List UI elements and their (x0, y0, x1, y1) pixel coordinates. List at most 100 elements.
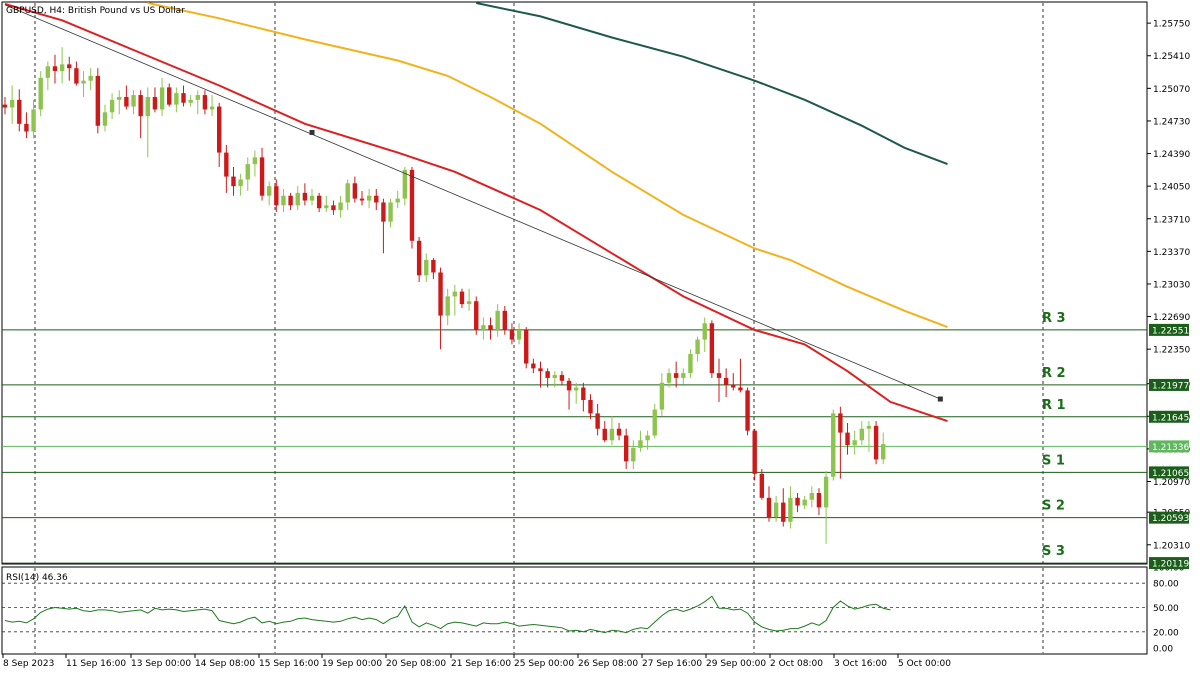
price-tick-label: 1.23370 (1153, 248, 1190, 258)
price-tick-label: 1.23710 (1153, 215, 1190, 225)
candle-body (266, 186, 272, 196)
trendline-group[interactable] (4, 4, 943, 402)
candle-body (259, 157, 265, 196)
moving-average-line (475, 2, 948, 166)
candle-body (502, 310, 507, 330)
candle-body (609, 428, 615, 441)
candle-body (345, 183, 350, 203)
candle-body (616, 428, 622, 436)
candle-body (788, 497, 793, 522)
candle-body (145, 96, 150, 117)
level-label: S 2 (1042, 499, 1065, 514)
moving-average-line (147, 2, 948, 329)
candle-body (723, 377, 729, 385)
candle-body (509, 329, 515, 340)
level-labels: R 3 R 2 R 1 S 1 S 2 S 3 (1042, 311, 1066, 559)
time-tick-label: 26 Sep 08:00 (578, 659, 638, 669)
price-tick-label: 1.22350 (1153, 346, 1190, 356)
candle-body (74, 68, 79, 84)
trendline[interactable] (4, 4, 941, 400)
candles (2, 47, 886, 544)
candle-body (581, 387, 586, 400)
candle-body (252, 157, 258, 165)
time-tick-label: 15 Sep 16:00 (259, 659, 319, 669)
support-resistance-lines (2, 329, 1147, 564)
candle-body (195, 95, 200, 100)
price-level-value: 1.21065 (1152, 469, 1189, 479)
candle-body (595, 413, 600, 429)
price-level-tag (1149, 466, 1189, 479)
candle-body (331, 205, 336, 211)
candle-body (138, 95, 143, 117)
candle-body (295, 192, 300, 206)
candle-body (202, 95, 208, 110)
candle-body (445, 296, 450, 316)
candle-body (395, 198, 400, 203)
candle-body (181, 93, 186, 103)
candle-body (274, 186, 279, 206)
price-level-tag (1149, 557, 1189, 570)
price-tick-label: 1.25750 (1153, 20, 1190, 30)
candle-body (773, 502, 779, 517)
candle-body (381, 202, 386, 222)
candle-body (695, 339, 700, 354)
candle-body (795, 497, 800, 506)
candle-body (159, 87, 165, 110)
rsi-title: RSI(14) 46.36 (6, 573, 68, 583)
candle-body (217, 106, 222, 153)
candle-body (88, 75, 93, 81)
candle-body (602, 428, 607, 441)
candle-body (174, 93, 179, 105)
time-tick-label: 19 Sep 00:00 (322, 659, 382, 669)
time-tick-label: 29 Sep 00:00 (706, 659, 766, 669)
main-pane-frame (1, 1, 1148, 565)
candle-body (673, 373, 679, 378)
candle-body (702, 323, 707, 340)
candle-body (681, 373, 686, 378)
candle-body (352, 183, 358, 199)
price-tick-label: 1.22690 (1153, 313, 1190, 323)
candle-body (588, 399, 593, 414)
candle-body (474, 301, 479, 330)
time-tick-label: 8 Sep 2023 (3, 659, 54, 669)
candle-body (388, 202, 393, 222)
candle-body (688, 353, 693, 374)
price-level-tag (1149, 511, 1189, 524)
candle-body (881, 444, 886, 460)
candle-body (623, 435, 629, 462)
candle-body (102, 112, 108, 126)
time-tick-label: 5 Oct 00:00 (898, 659, 951, 669)
rsi-tick-label: 50.00 (1153, 604, 1179, 614)
level-label: S 3 (1042, 544, 1065, 559)
chart-title: GBPUSD, H4: British Pound vs US Dollar (6, 6, 185, 16)
candle-body (152, 96, 158, 110)
trendline-anchor[interactable] (309, 129, 315, 135)
price-level-value: 1.21645 (1152, 413, 1189, 423)
price-level-value: 1.22551 (1152, 326, 1189, 336)
trendline-anchor[interactable] (937, 396, 943, 402)
candle-body (231, 176, 236, 187)
candle-body (17, 99, 22, 124)
candle-body (631, 447, 636, 462)
time-axis[interactable]: 8 Sep 2023 11 Sep 16:00 13 Sep 00:00 14 Sep… (2, 654, 951, 669)
price-axis[interactable]: 1.25750 1.25410 1.25070 1.24730 1.24390 1.240… (1147, 20, 1190, 570)
candle-body (816, 493, 822, 508)
rsi-tick-label: 0.00 (1153, 645, 1173, 655)
time-tick-label: 25 Sep 00:00 (514, 659, 574, 669)
candle-body (466, 301, 472, 305)
candle-body (402, 169, 408, 199)
level-label: S 1 (1042, 453, 1065, 468)
candle-body (524, 329, 529, 364)
candle-body (302, 192, 308, 201)
candle-body (531, 363, 536, 369)
rsi-line (4, 595, 891, 634)
candle-body (809, 493, 815, 500)
price-level-value: 1.21977 (1152, 381, 1189, 391)
candle-body (538, 368, 543, 372)
time-tick-label: 13 Sep 00:00 (131, 659, 191, 669)
candle-body (552, 375, 557, 378)
candle-body (638, 440, 643, 448)
